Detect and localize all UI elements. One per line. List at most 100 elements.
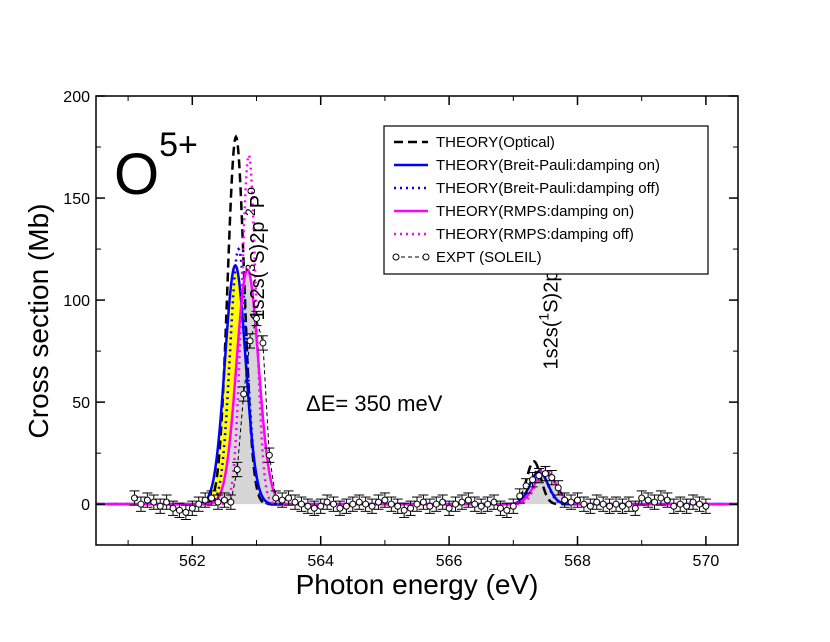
- y-tick-label: 200: [63, 89, 90, 106]
- expt-point: [362, 500, 370, 508]
- expt-point: [529, 476, 537, 484]
- resonance-label-part: 1s2s(: [247, 271, 269, 320]
- legend-box: [383, 125, 709, 275]
- resonance-label-part: 1: [535, 313, 551, 321]
- expt-point: [143, 496, 151, 504]
- expt-point: [426, 502, 434, 510]
- expt-point: [137, 500, 145, 508]
- expt-point: [695, 500, 703, 508]
- expt-point: [663, 496, 671, 504]
- expt-point: [464, 496, 472, 504]
- expt-point: [374, 498, 382, 506]
- expt-point: [625, 500, 633, 508]
- resonance-label-part: S)2p: [540, 265, 562, 313]
- legend: THEORY(Optical) THEORY(Breit-Pauli:dampin…: [383, 125, 709, 275]
- expt-point: [387, 500, 395, 508]
- expt-point: [233, 465, 241, 473]
- x-tick-label: 566: [436, 553, 463, 570]
- expt-point: [381, 496, 389, 504]
- expt-point: [330, 500, 338, 508]
- expt-point: [458, 498, 466, 506]
- expt-point: [599, 500, 607, 508]
- expt-point: [214, 498, 222, 506]
- expt-point: [310, 504, 318, 512]
- legend-marker: [422, 253, 430, 261]
- expt-point: [567, 498, 575, 506]
- expt-point: [182, 508, 190, 516]
- legend-entry-label: THEORY(Breit-Pauli:damping off): [436, 180, 660, 197]
- expt-point: [291, 498, 299, 506]
- expt-point: [670, 502, 678, 510]
- expt-point: [586, 502, 594, 510]
- legend-entry-label: THEORY(RMPS:damping off): [436, 226, 634, 243]
- expt-point: [169, 504, 177, 512]
- expt-point: [509, 502, 517, 510]
- expt-point: [355, 498, 363, 506]
- y-tick-label: 0: [81, 497, 90, 514]
- expt-point: [702, 502, 710, 510]
- x-tick-label: 562: [179, 553, 206, 570]
- expt-point: [574, 496, 581, 504]
- expt-point: [580, 500, 588, 508]
- legend-marker: [392, 253, 400, 261]
- expt-point: [522, 482, 530, 490]
- expt-point: [220, 496, 228, 504]
- expt-point: [644, 496, 652, 504]
- expt-point: [561, 496, 569, 504]
- expt-point: [201, 496, 209, 504]
- expt-point: [689, 498, 697, 506]
- expt-point: [618, 502, 626, 510]
- expt-point: [484, 500, 492, 508]
- resonance-label-part: o: [242, 187, 258, 195]
- expt-point: [413, 500, 421, 508]
- resonance-label-part: P: [247, 195, 269, 208]
- resonance-label-part: 1s2s(: [540, 320, 562, 369]
- expt-point: [368, 502, 376, 510]
- expt-point: [195, 500, 203, 508]
- expt-point: [535, 472, 543, 480]
- expt-point: [676, 500, 684, 508]
- legend-entry-label: THEORY(Optical): [436, 134, 555, 151]
- expt-point: [259, 339, 267, 347]
- expt-point: [304, 502, 312, 510]
- expt-point: [548, 474, 556, 482]
- expt-point: [638, 494, 646, 502]
- expt-point: [265, 451, 273, 459]
- expt-point: [593, 498, 601, 506]
- series-line-3: [96, 268, 738, 506]
- x-axis-label: Photon energy (eV): [296, 569, 539, 600]
- expt-point: [150, 498, 158, 506]
- expt-point: [432, 500, 440, 508]
- series-line-2: [96, 247, 738, 506]
- expt-point: [503, 506, 511, 514]
- expt-point: [496, 504, 504, 512]
- expt-point: [471, 500, 479, 508]
- y-tick-label: 100: [63, 293, 90, 310]
- x-tick-label: 564: [307, 553, 334, 570]
- expt-point: [175, 506, 183, 514]
- expt-point: [419, 498, 427, 506]
- expt-point: [439, 498, 447, 506]
- expt-point: [349, 500, 357, 508]
- expt-point: [612, 500, 620, 508]
- y-tick-label: 150: [63, 191, 90, 208]
- expt-point: [554, 484, 562, 492]
- x-tick-label: 568: [564, 553, 591, 570]
- expt-point: [657, 494, 665, 502]
- expt-point: [285, 494, 293, 502]
- expt-point: [156, 502, 164, 510]
- expt-point: [394, 502, 402, 510]
- y-axis-label: Cross section (Mb): [23, 204, 54, 439]
- resonance-label-part: 2: [242, 208, 258, 216]
- expt-point: [452, 500, 460, 508]
- expt-point: [253, 314, 260, 322]
- expt-point: [297, 500, 305, 508]
- expt-point: [188, 504, 196, 512]
- expt-point: [407, 504, 415, 512]
- resonance-label: 1s2s(3S)2p 2Po: [242, 187, 269, 321]
- resonance-label-part: S)2p: [247, 216, 269, 264]
- series-line-1: [96, 263, 738, 506]
- resonance-label-part: 3: [242, 264, 258, 272]
- expt-point: [208, 494, 216, 502]
